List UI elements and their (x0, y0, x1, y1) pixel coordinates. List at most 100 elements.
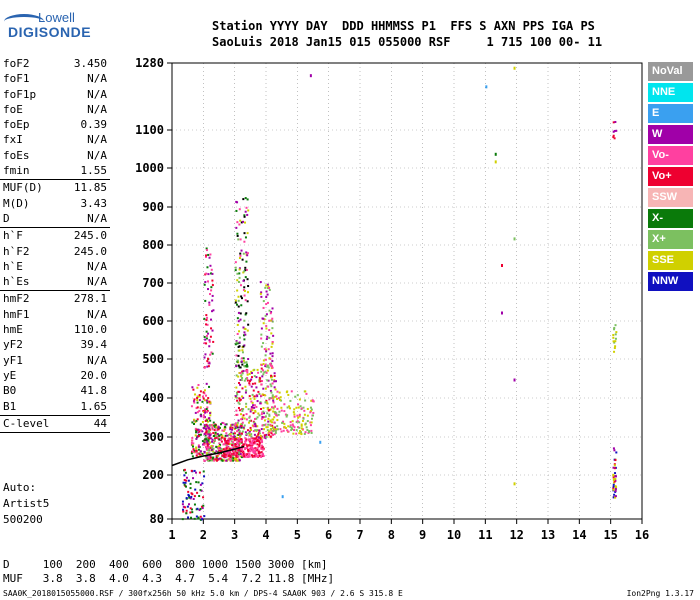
echo-point (239, 450, 242, 453)
echo-point (236, 393, 239, 396)
echo-point (199, 483, 202, 486)
echo-point (267, 423, 270, 426)
echo-point (252, 389, 255, 392)
echo-point (249, 443, 252, 446)
echo-point (205, 423, 208, 426)
echo-point (202, 414, 205, 417)
echo-point (259, 434, 262, 437)
echo-point (236, 359, 239, 362)
echo-point (234, 456, 237, 459)
echo-point (293, 426, 296, 429)
echo-point (258, 432, 261, 435)
echo-point (242, 370, 245, 373)
echo-point (241, 372, 244, 375)
echo-point (271, 327, 274, 330)
echo-point (273, 426, 276, 429)
echo-point (269, 389, 272, 392)
echo-point (293, 428, 296, 431)
echo-point (250, 406, 253, 409)
echo-point (230, 458, 233, 461)
echo-point (274, 388, 277, 391)
echo-point (272, 410, 275, 413)
echo-point (243, 286, 246, 289)
echo-point (239, 238, 242, 241)
echo-point (225, 432, 228, 435)
echo-point (203, 342, 206, 345)
echo-point (264, 363, 267, 366)
param-value: 245.0 (73, 244, 107, 258)
echo-point (319, 440, 322, 444)
echo-point (257, 433, 260, 436)
echo-point (219, 450, 222, 453)
echo-point (206, 409, 209, 412)
echo-point (244, 221, 247, 224)
echo-point (269, 352, 272, 355)
param-row: M(D) 3.43 (0, 196, 110, 211)
echo-point (612, 336, 615, 339)
echo-point (207, 431, 210, 434)
param-value: 20.0 (80, 368, 108, 382)
param-value: 44 (93, 416, 107, 430)
echo-point (187, 516, 190, 519)
echo-point (297, 403, 300, 406)
echo-point (234, 301, 237, 304)
echo-point (286, 429, 289, 432)
echo-point (293, 413, 296, 416)
echo-point (261, 380, 264, 383)
echo-point (238, 426, 241, 429)
echo-point (211, 329, 214, 332)
echo-point (228, 447, 231, 450)
echo-point (234, 266, 237, 269)
echo-point (234, 396, 237, 399)
echo-point (245, 260, 248, 263)
echo-point (212, 421, 215, 424)
echo-point (201, 430, 204, 433)
param-row: MUF(D) 11.85 (0, 180, 110, 195)
echo-point (243, 365, 246, 368)
echo-point (280, 406, 283, 409)
echo-point (205, 428, 208, 431)
echo-point (297, 416, 300, 419)
echo-point (205, 438, 208, 441)
echo-point (191, 436, 194, 439)
echo-point (195, 407, 198, 410)
echo-point (270, 432, 273, 435)
echo-point (271, 421, 274, 424)
echo-point (612, 340, 615, 343)
echo-point (250, 437, 253, 440)
param-label: foF2 (3, 57, 30, 70)
echo-point (253, 454, 256, 457)
echo-point (265, 401, 268, 404)
echo-point (243, 338, 246, 341)
echo-point (194, 420, 197, 423)
echo-point (236, 430, 239, 433)
echo-point (203, 451, 206, 454)
echo-point (205, 430, 208, 433)
echo-point (202, 409, 205, 412)
echo-point (237, 320, 240, 323)
echo-point (191, 443, 194, 446)
echo-point (203, 424, 206, 427)
echo-point (207, 361, 210, 364)
echo-point (245, 439, 248, 442)
echo-point (199, 406, 202, 409)
echo-point (224, 447, 227, 450)
echo-point (190, 405, 193, 408)
echo-point (188, 503, 191, 506)
echo-point (222, 443, 225, 446)
echo-point (235, 454, 238, 457)
echo-point (196, 386, 199, 389)
echo-point (251, 401, 254, 404)
echo-point (232, 444, 235, 447)
echo-point (274, 380, 277, 383)
echo-point (240, 438, 243, 441)
x-tick-label: 10 (447, 528, 461, 542)
echo-point (240, 249, 243, 252)
echo-point (196, 406, 199, 409)
echo-point (257, 371, 260, 374)
echo-point (291, 420, 294, 423)
echo-point (211, 284, 214, 287)
echo-point (271, 342, 274, 345)
echo-point (214, 439, 217, 442)
echo-point (248, 382, 251, 385)
